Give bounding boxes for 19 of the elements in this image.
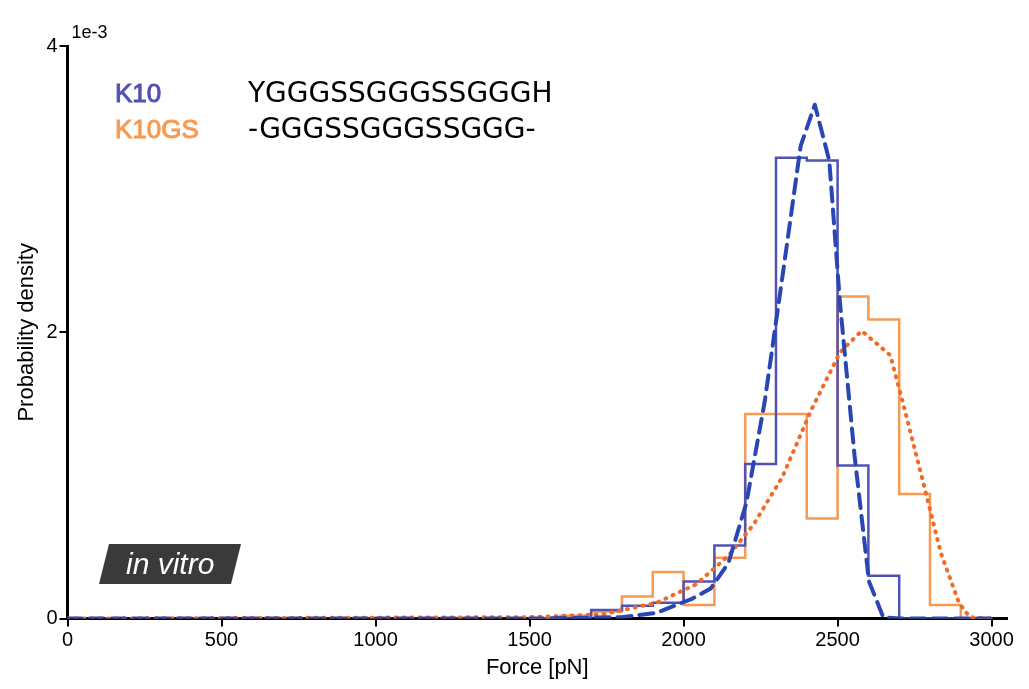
- x-axis-title: Force [pN]: [485, 653, 589, 679]
- x-tick-label: 1000: [353, 628, 398, 651]
- x-tick-label: 500: [204, 628, 239, 651]
- y-axis-title: Probability density: [13, 243, 39, 422]
- text: 1e-3: [71, 21, 108, 42]
- y-tick-label: 4: [46, 33, 58, 56]
- text: K10: [115, 78, 162, 109]
- x-tick-label: 2500: [815, 628, 860, 651]
- x-tick-label: 0: [61, 628, 74, 651]
- text: K10GS: [115, 114, 199, 145]
- x-tick-label: 1500: [507, 628, 552, 651]
- x-tick-label: 2000: [661, 628, 706, 651]
- line-series: [67, 102, 994, 619]
- annotation: in vitro: [126, 547, 215, 581]
- annotation: YGGGSSGGGSSGGGH: [247, 76, 553, 110]
- y-tick-label: 0: [46, 606, 58, 629]
- annotation: -GGGSSGGGSSGGG-: [248, 112, 536, 146]
- y-tick-label: 2: [46, 319, 58, 342]
- x-tick-label: 3000: [969, 628, 1014, 651]
